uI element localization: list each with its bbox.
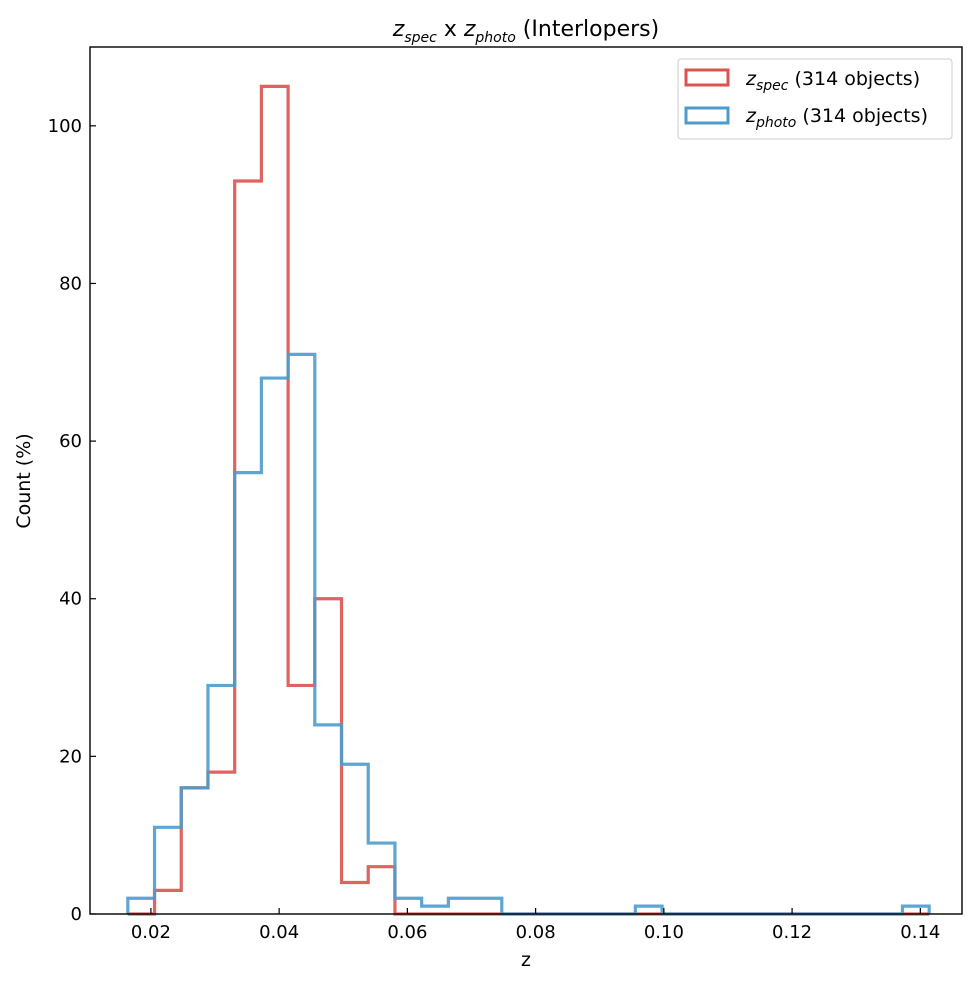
x-tick-label: 0.06 <box>387 922 427 943</box>
y-tick-label: 0 <box>71 904 82 925</box>
plot-frame <box>89 46 963 915</box>
tick-layer: 0.02 0.04 0.06 0.08 0.10 0.12 0.14 0 20 40 60 80 100 <box>48 116 941 943</box>
y-tick-label: 20 <box>59 746 82 767</box>
x-tick-label: 0.10 <box>644 922 684 943</box>
legend-label-spec: zspec (314 objects) <box>745 68 920 94</box>
y-tick-label: 60 <box>59 431 82 452</box>
legend-swatch-spec <box>684 68 730 87</box>
y-axis-label: Count (%) <box>13 433 35 528</box>
x-axis-label: z <box>521 949 531 971</box>
x-tick-label: 0.08 <box>516 922 556 943</box>
legend-swatch-photo <box>684 106 730 125</box>
x-tick-label: 0.12 <box>772 922 812 943</box>
legend-box <box>677 58 953 140</box>
legend: zspec (314 objects) zphoto (314 objects) <box>677 58 953 140</box>
x-tick-label: 0.02 <box>131 922 171 943</box>
legend-label-photo: zphoto (314 objects) <box>745 105 928 131</box>
x-tick-label: 0.14 <box>900 922 940 943</box>
y-tick-label: 40 <box>59 589 82 610</box>
x-tick-label: 0.04 <box>259 922 299 943</box>
chart-title: zspec x zphoto (Interlopers) <box>392 17 659 46</box>
y-tick-label: 100 <box>48 116 82 137</box>
y-tick-label: 80 <box>59 273 82 294</box>
